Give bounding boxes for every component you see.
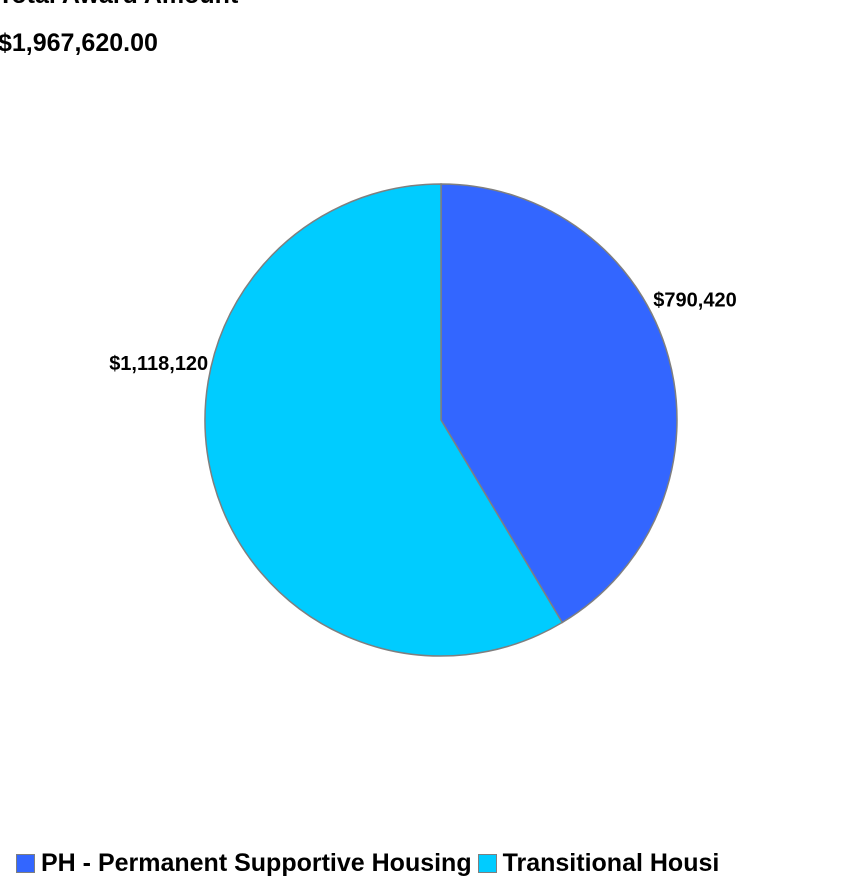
chart-legend: PH - Permanent Supportive Housing Transi…: [16, 846, 725, 880]
legend-item-transitional-housing: Transitional Housi: [477, 848, 720, 878]
chart-subtitle: $1,967,620.00: [0, 29, 158, 57]
pie-data-label-1: $1,118,120: [109, 353, 208, 375]
pie-data-label-0: $790,420: [653, 289, 736, 311]
pie-slice-1: [204, 183, 564, 657]
legend-swatch-transitional-housing: [477, 853, 497, 873]
chart-title: Total Award Amount: [0, 0, 238, 12]
legend-label-transitional-housing: Transitional Housi: [502, 849, 720, 877]
pie-chart: $790,420 $1,118,120: [109, 183, 737, 657]
legend-label-permanent-supportive-housing: PH - Permanent Supportive Housing: [41, 849, 472, 877]
legend-item-permanent-supportive-housing: PH - Permanent Supportive Housing: [16, 848, 472, 878]
pie-slice-0: [440, 183, 678, 624]
legend-swatch-permanent-supportive-housing: [16, 853, 35, 873]
